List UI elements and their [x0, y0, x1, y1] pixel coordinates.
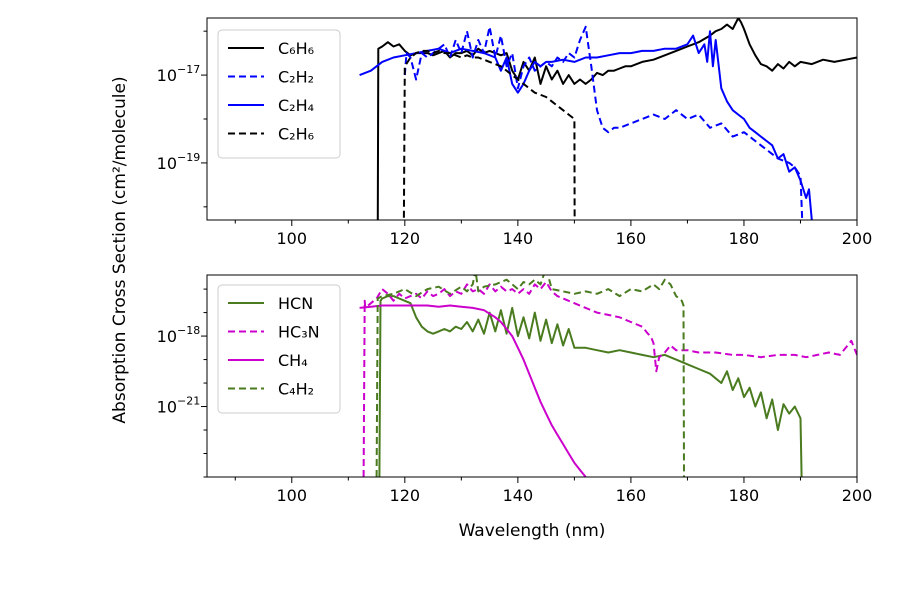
bottom-series-line-3 — [375, 275, 685, 477]
bottom-x-tick-label: 120 — [390, 486, 421, 505]
top-y-tick-label: 10 — [157, 154, 177, 173]
top-y-tick-exponent: −17 — [177, 63, 200, 76]
bottom-y-tick-exponent: −18 — [177, 324, 200, 337]
top-series-line-2 — [359, 30, 813, 220]
top-series-line-0 — [376, 18, 857, 220]
top-x-tick-label: 160 — [616, 229, 647, 248]
top-x-axis: 100 120 140 160 180 200 — [234, 220, 873, 248]
bottom-axes-frame — [206, 274, 858, 478]
bottom-legend-box — [217, 284, 341, 414]
bottom-legend-label-1: HC₃N — [278, 323, 320, 342]
top-legend-label-3: C₂H₆ — [278, 125, 314, 144]
bottom-series-line-0 — [378, 295, 803, 477]
bottom-x-tick-label: 200 — [842, 486, 873, 505]
bottom-y-tick-label: 10 — [157, 398, 177, 417]
top-legend-label-0: C₆H₆ — [278, 39, 314, 58]
top-series-group — [359, 18, 857, 220]
bottom-legend-label-3: C₄H₂ — [278, 380, 314, 399]
bottom-series-line-2 — [359, 304, 587, 477]
bottom-x-tick-label: 140 — [503, 486, 534, 505]
top-x-tick-label: 200 — [842, 229, 873, 248]
top-x-tick-label: 180 — [729, 229, 760, 248]
bottom-x-axis: 100 120 140 160 180 200 — [234, 477, 873, 505]
y-axis-label: Absorption Cross Section (cm²/molecule) — [110, 76, 130, 423]
top-y-tick-label: 10 — [157, 66, 177, 85]
bottom-x-tick-label: 180 — [729, 486, 760, 505]
top-x-tick-label: 100 — [277, 229, 308, 248]
bottom-y-tick-exponent: −21 — [177, 395, 200, 408]
bottom-x-tick-label: 160 — [616, 486, 647, 505]
top-legend-box — [217, 29, 341, 159]
x-axis-label: Wavelength (nm) — [459, 521, 606, 541]
top-legend-label-1: C₂H₂ — [278, 68, 314, 87]
top-legend: C₆H₆ C₂H₂ C₂H₄ C₂H₆ — [217, 29, 341, 159]
top-x-tick-label: 140 — [503, 229, 534, 248]
bottom-legend: HCN HC₃N CH₄ C₄H₂ — [217, 284, 341, 414]
top-legend-label-2: C₂H₄ — [278, 96, 314, 115]
bottom-legend-label-2: CH₄ — [278, 351, 308, 370]
bottom-series-group — [359, 275, 857, 477]
top-x-tick-label: 120 — [390, 229, 421, 248]
top-series-line-3 — [402, 49, 576, 220]
bottom-legend-label-0: HCN — [278, 294, 313, 313]
bottom-y-tick-label: 10 — [157, 327, 177, 346]
top-y-tick-exponent: −19 — [177, 151, 200, 164]
bottom-x-tick-label: 100 — [277, 486, 308, 505]
